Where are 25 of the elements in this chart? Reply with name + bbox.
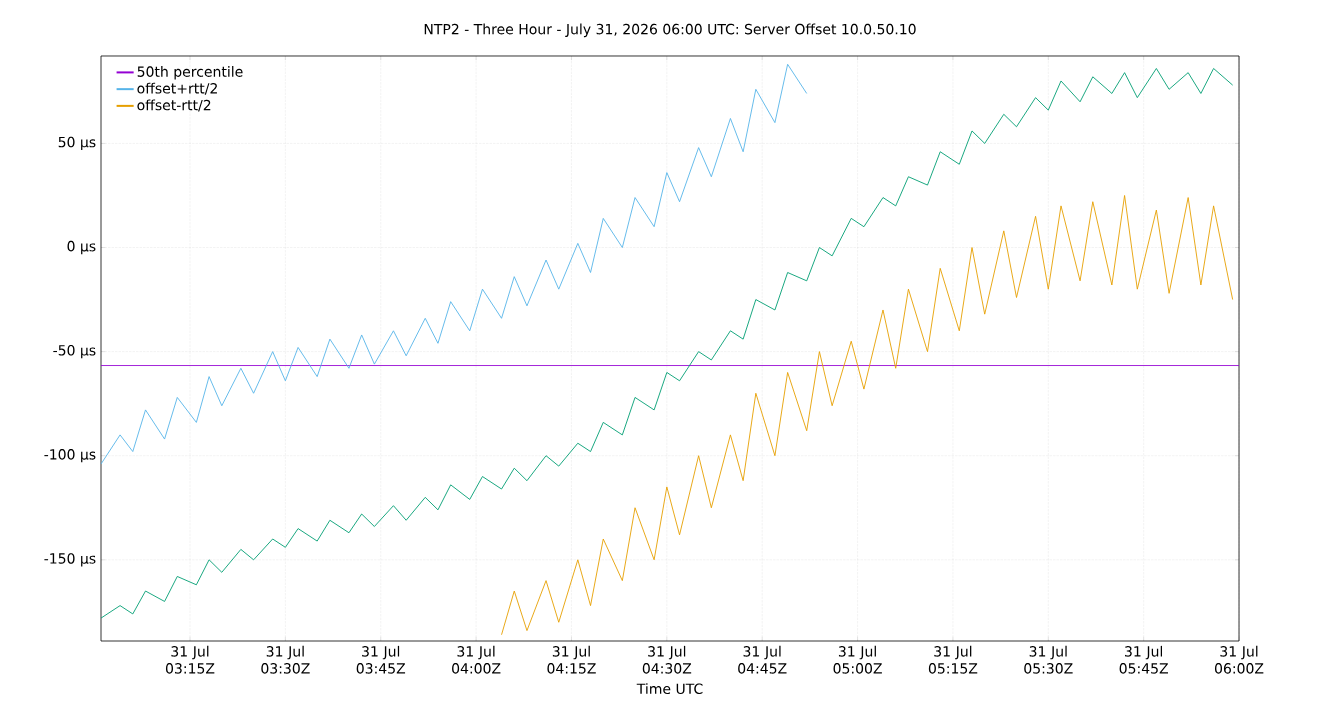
legend-label: offset+rtt/2 (137, 82, 217, 95)
legend-label: 50th percentile (137, 66, 243, 80)
line-series (101, 68, 1234, 619)
y-tick-label: -150 µs (44, 553, 96, 567)
x-tick-label: 31 Jul 03:45Z (356, 645, 406, 674)
x-tick-label: 31 Jul 05:15Z (928, 645, 978, 674)
line-series (101, 63, 808, 465)
x-tick-label: 31 Jul 05:45Z (1119, 645, 1168, 674)
y-tick-label: 50 µs (58, 136, 96, 151)
line-series (501, 195, 1234, 636)
x-tick-label: 31 Jul 04:15Z (547, 645, 596, 674)
x-axis-title: Time UTC (636, 683, 703, 695)
x-tick-label: 31 Jul 06:00Z (1214, 645, 1264, 674)
y-tick-label: -50 µs (53, 344, 96, 359)
x-tick-label: 31 Jul 05:00Z (833, 645, 882, 674)
y-tick-label: 0 µs (67, 240, 96, 255)
x-tick-label: 31 Jul 04:30Z (642, 645, 692, 674)
legend-label: offset-rtt/2 (137, 99, 211, 112)
x-tick-label: 31 Jul 04:00Z (452, 645, 501, 674)
x-tick-label: 31 Jul 03:30Z (261, 645, 310, 674)
x-tick-label: 31 Jul 03:15Z (165, 645, 215, 674)
y-tick-label: -100 µs (44, 449, 96, 463)
chart-title: NTP2 - Three Hour - July 31, 2026 06:00 UTC: Server Offset 10.0.50.10 (424, 23, 916, 38)
x-tick-label: 31 Jul 04:45Z (738, 645, 787, 674)
x-tick-label: 31 Jul 05:30Z (1024, 645, 1073, 674)
